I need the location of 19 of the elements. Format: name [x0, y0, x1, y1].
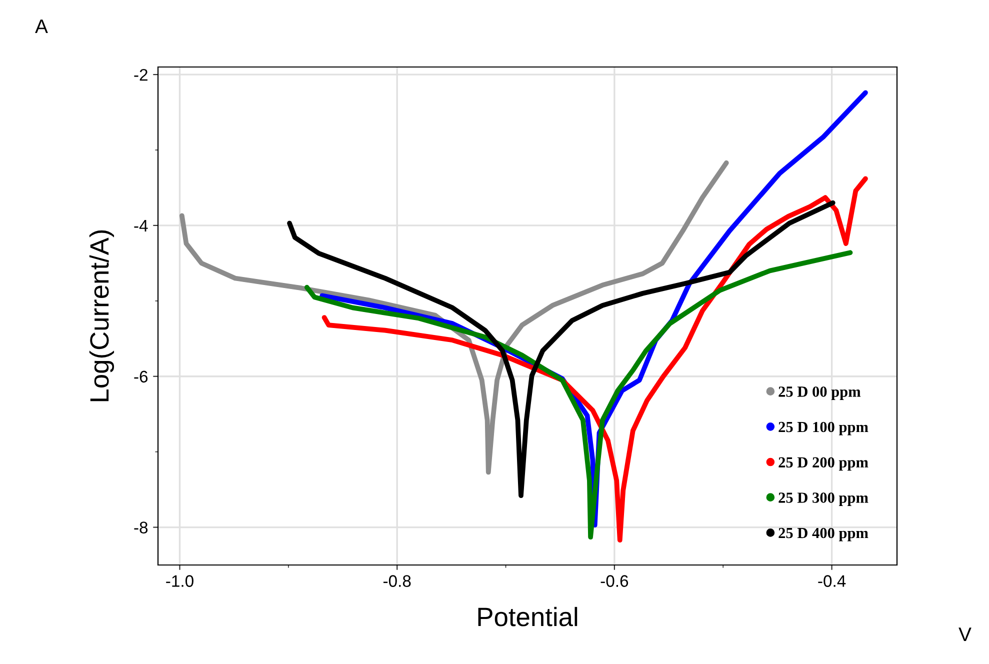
y-axis-title: Log(Current/A) — [89, 230, 114, 402]
text: A — [35, 20, 48, 34]
legend-label: 25 D 200 ppm — [778, 457, 868, 471]
x-tick-label: -0.6 — [600, 575, 628, 587]
y-tick-label: -8 — [134, 522, 148, 534]
y-tick-label: -6 — [134, 370, 148, 383]
legend-label: 25 D 400 ppm — [778, 528, 868, 542]
legend-label: 25 D 00 ppm — [778, 386, 861, 400]
legend-label: 25 D 300 ppm — [778, 492, 868, 506]
y-tick-label: -4 — [134, 220, 148, 232]
line-series — [179, 160, 729, 475]
x-tick-label: -0.8 — [383, 575, 411, 587]
x-tick-label: -0.4 — [818, 575, 846, 587]
x-tick-label: -1.0 — [166, 575, 194, 587]
text: V — [958, 628, 972, 642]
legend-label: 25 D 100 ppm — [778, 422, 868, 436]
line-series — [322, 176, 868, 543]
x-axis-title: Potential — [478, 606, 578, 626]
y-tick-label: -2 — [134, 68, 148, 81]
